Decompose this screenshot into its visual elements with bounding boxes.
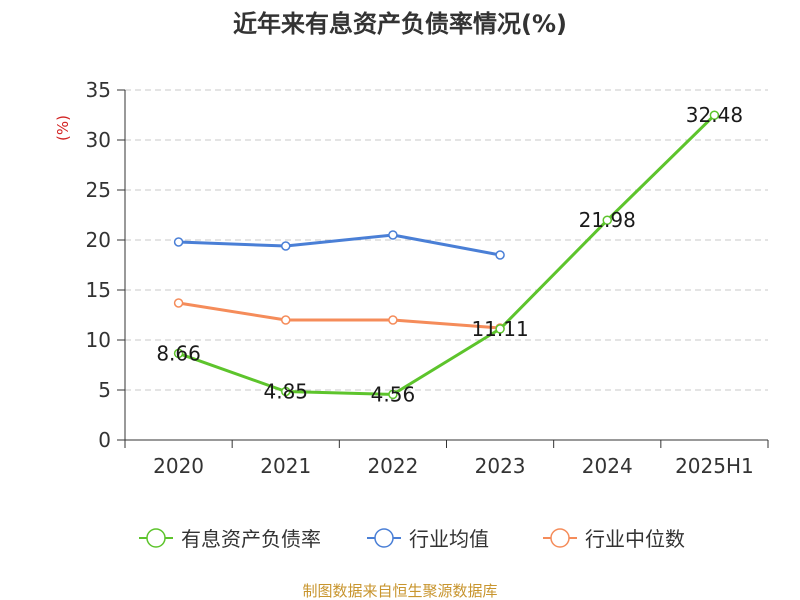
data-point bbox=[709, 110, 720, 120]
data-point bbox=[173, 348, 184, 359]
data-point bbox=[388, 315, 398, 325]
x-tick-label: 2021 bbox=[260, 454, 311, 478]
legend: 有息资产负债率 行业均值 行业中位数 bbox=[139, 527, 685, 551]
data-point bbox=[388, 230, 398, 240]
data-label: 4.85 bbox=[263, 380, 308, 404]
legend-label: 行业均值 bbox=[409, 527, 489, 551]
legend-marker bbox=[550, 528, 570, 548]
series-layer bbox=[173, 110, 720, 400]
y-tick-label: 5 bbox=[98, 378, 111, 402]
legend-marker bbox=[374, 528, 394, 548]
y-tick-label: 15 bbox=[86, 278, 111, 302]
legend-label: 有息资产负债率 bbox=[181, 527, 321, 551]
y-tick-label: 10 bbox=[86, 328, 111, 352]
legend-label: 行业中位数 bbox=[585, 527, 685, 551]
series-line bbox=[178, 114, 716, 396]
data-label: 21.98 bbox=[579, 208, 636, 232]
x-tick-label: 2025H1 bbox=[675, 454, 754, 478]
data-point bbox=[281, 386, 291, 397]
data-point bbox=[173, 298, 184, 308]
data-point bbox=[388, 389, 398, 400]
data-label: 32.48 bbox=[686, 103, 743, 127]
legend-marker bbox=[146, 528, 166, 548]
x-tick-label: 2024 bbox=[582, 454, 633, 478]
chart-source-note: 制图数据来自恒生聚源数据库 bbox=[302, 582, 497, 600]
x-tick-label: 2020 bbox=[153, 454, 204, 478]
label-layer: 8.66 4.85 4.56 11.11 21.98 32.48 bbox=[156, 103, 743, 406]
data-label: 4.56 bbox=[371, 382, 416, 406]
data-point bbox=[495, 250, 505, 260]
data-point bbox=[281, 241, 291, 251]
y-tick-label: 35 bbox=[86, 78, 111, 102]
y-tick-label: 25 bbox=[86, 178, 111, 202]
data-point bbox=[602, 215, 612, 225]
axis-layer: 0 5 10 15 20 25 30 35 2020 2021 2022 2023 2024 2025H1 bbox=[86, 78, 769, 478]
series-line bbox=[178, 301, 501, 330]
data-point bbox=[281, 315, 291, 325]
y-tick-label: 20 bbox=[86, 228, 111, 252]
y-axis-label: (%) bbox=[54, 115, 72, 141]
x-tick-label: 2022 bbox=[367, 454, 418, 478]
x-tick-label: 2023 bbox=[475, 454, 526, 478]
data-point bbox=[495, 324, 505, 334]
data-point bbox=[173, 237, 184, 247]
chart-title: 近年来有息资产负债率情况(%) bbox=[233, 10, 567, 38]
grid-layer bbox=[125, 89, 768, 391]
y-tick-label: 0 bbox=[98, 428, 111, 452]
series-line bbox=[178, 233, 501, 257]
data-label: 11.11 bbox=[471, 317, 528, 341]
y-tick-label: 30 bbox=[86, 128, 111, 152]
data-label: 8.66 bbox=[156, 341, 201, 365]
